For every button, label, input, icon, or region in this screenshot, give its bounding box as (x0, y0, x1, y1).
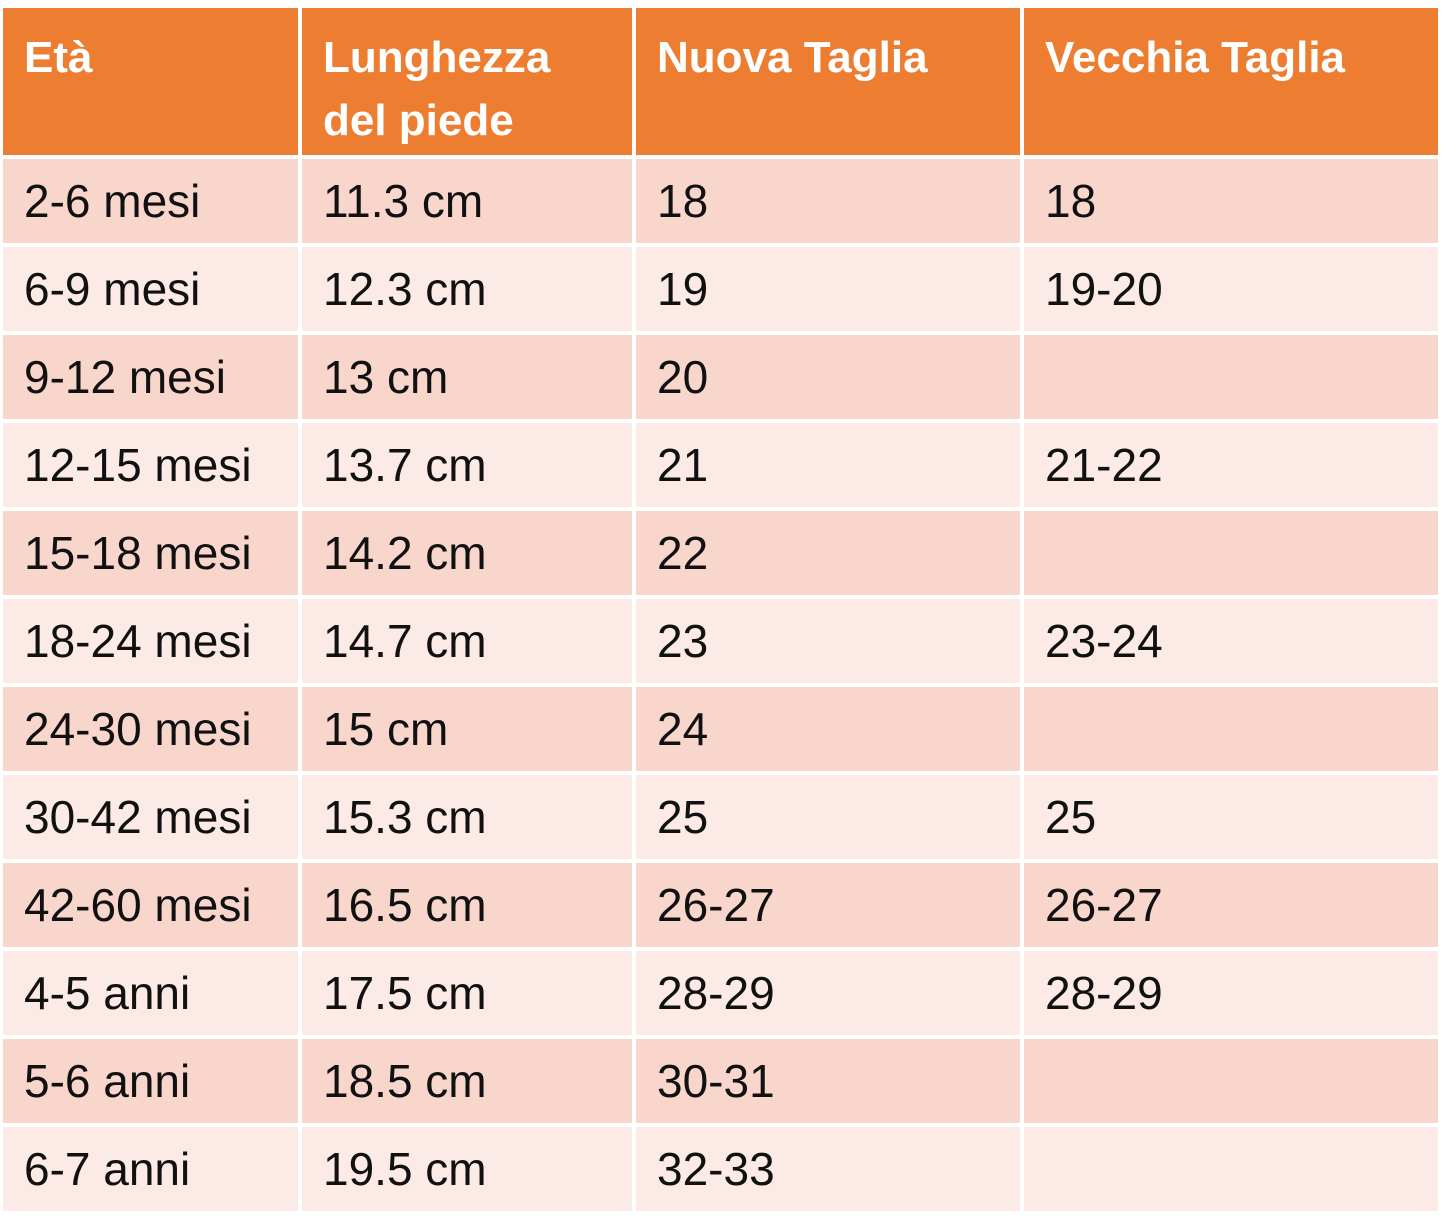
table-cell: 13.7 cm (302, 423, 632, 507)
table-cell: 42-60 mesi (3, 863, 298, 947)
size-table: Età Lunghezza del piede Nuova Taglia Vecchi… (3, 8, 1438, 1211)
table-cell: 12.3 cm (302, 247, 632, 331)
table-cell: 25 (1024, 775, 1438, 859)
table-cell: 4-5 anni (3, 951, 298, 1035)
table-cell: 5-6 anni (3, 1039, 298, 1123)
table-cell: 24 (636, 687, 1020, 771)
table-cell (1024, 1127, 1438, 1211)
table-cell: 2-6 mesi (3, 159, 298, 243)
table-cell: 20 (636, 335, 1020, 419)
table-cell: 26-27 (636, 863, 1020, 947)
table-cell: 12-15 mesi (3, 423, 298, 507)
table-cell: 23-24 (1024, 599, 1438, 683)
table-cell: 22 (636, 511, 1020, 595)
table-cell: 19.5 cm (302, 1127, 632, 1211)
table-cell: 30-31 (636, 1039, 1020, 1123)
table-cell: 30-42 mesi (3, 775, 298, 859)
table-cell: 21-22 (1024, 423, 1438, 507)
table-cell: 13 cm (302, 335, 632, 419)
table-cell: 16.5 cm (302, 863, 632, 947)
header-cell: Età (3, 8, 298, 155)
table-cell: 18.5 cm (302, 1039, 632, 1123)
table-cell: 6-7 anni (3, 1127, 298, 1211)
table-cell: 28-29 (636, 951, 1020, 1035)
table-cell: 32-33 (636, 1127, 1020, 1211)
table-cell: 26-27 (1024, 863, 1438, 947)
table-cell (1024, 335, 1438, 419)
table-cell: 19 (636, 247, 1020, 331)
table-cell: 24-30 mesi (3, 687, 298, 771)
table-cell: 18 (636, 159, 1020, 243)
table-cell: 21 (636, 423, 1020, 507)
table-cell: 6-9 mesi (3, 247, 298, 331)
table-cell: 18-24 mesi (3, 599, 298, 683)
table-cell (1024, 687, 1438, 771)
table-cell: 19-20 (1024, 247, 1438, 331)
table-cell: 28-29 (1024, 951, 1438, 1035)
table-cell: 15-18 mesi (3, 511, 298, 595)
table-cell: 15.3 cm (302, 775, 632, 859)
table-cell: 23 (636, 599, 1020, 683)
table-cell: 15 cm (302, 687, 632, 771)
table-cell: 17.5 cm (302, 951, 632, 1035)
header-cell: Nuova Taglia (636, 8, 1020, 155)
table-cell: 18 (1024, 159, 1438, 243)
header-cell: Lunghezza del piede (302, 8, 632, 155)
table-cell: 14.2 cm (302, 511, 632, 595)
table-cell: 11.3 cm (302, 159, 632, 243)
table-cell: 25 (636, 775, 1020, 859)
table-cell (1024, 1039, 1438, 1123)
table-cell: 14.7 cm (302, 599, 632, 683)
table-cell (1024, 511, 1438, 595)
table-cell: 9-12 mesi (3, 335, 298, 419)
header-cell: Vecchia Taglia (1024, 8, 1438, 155)
